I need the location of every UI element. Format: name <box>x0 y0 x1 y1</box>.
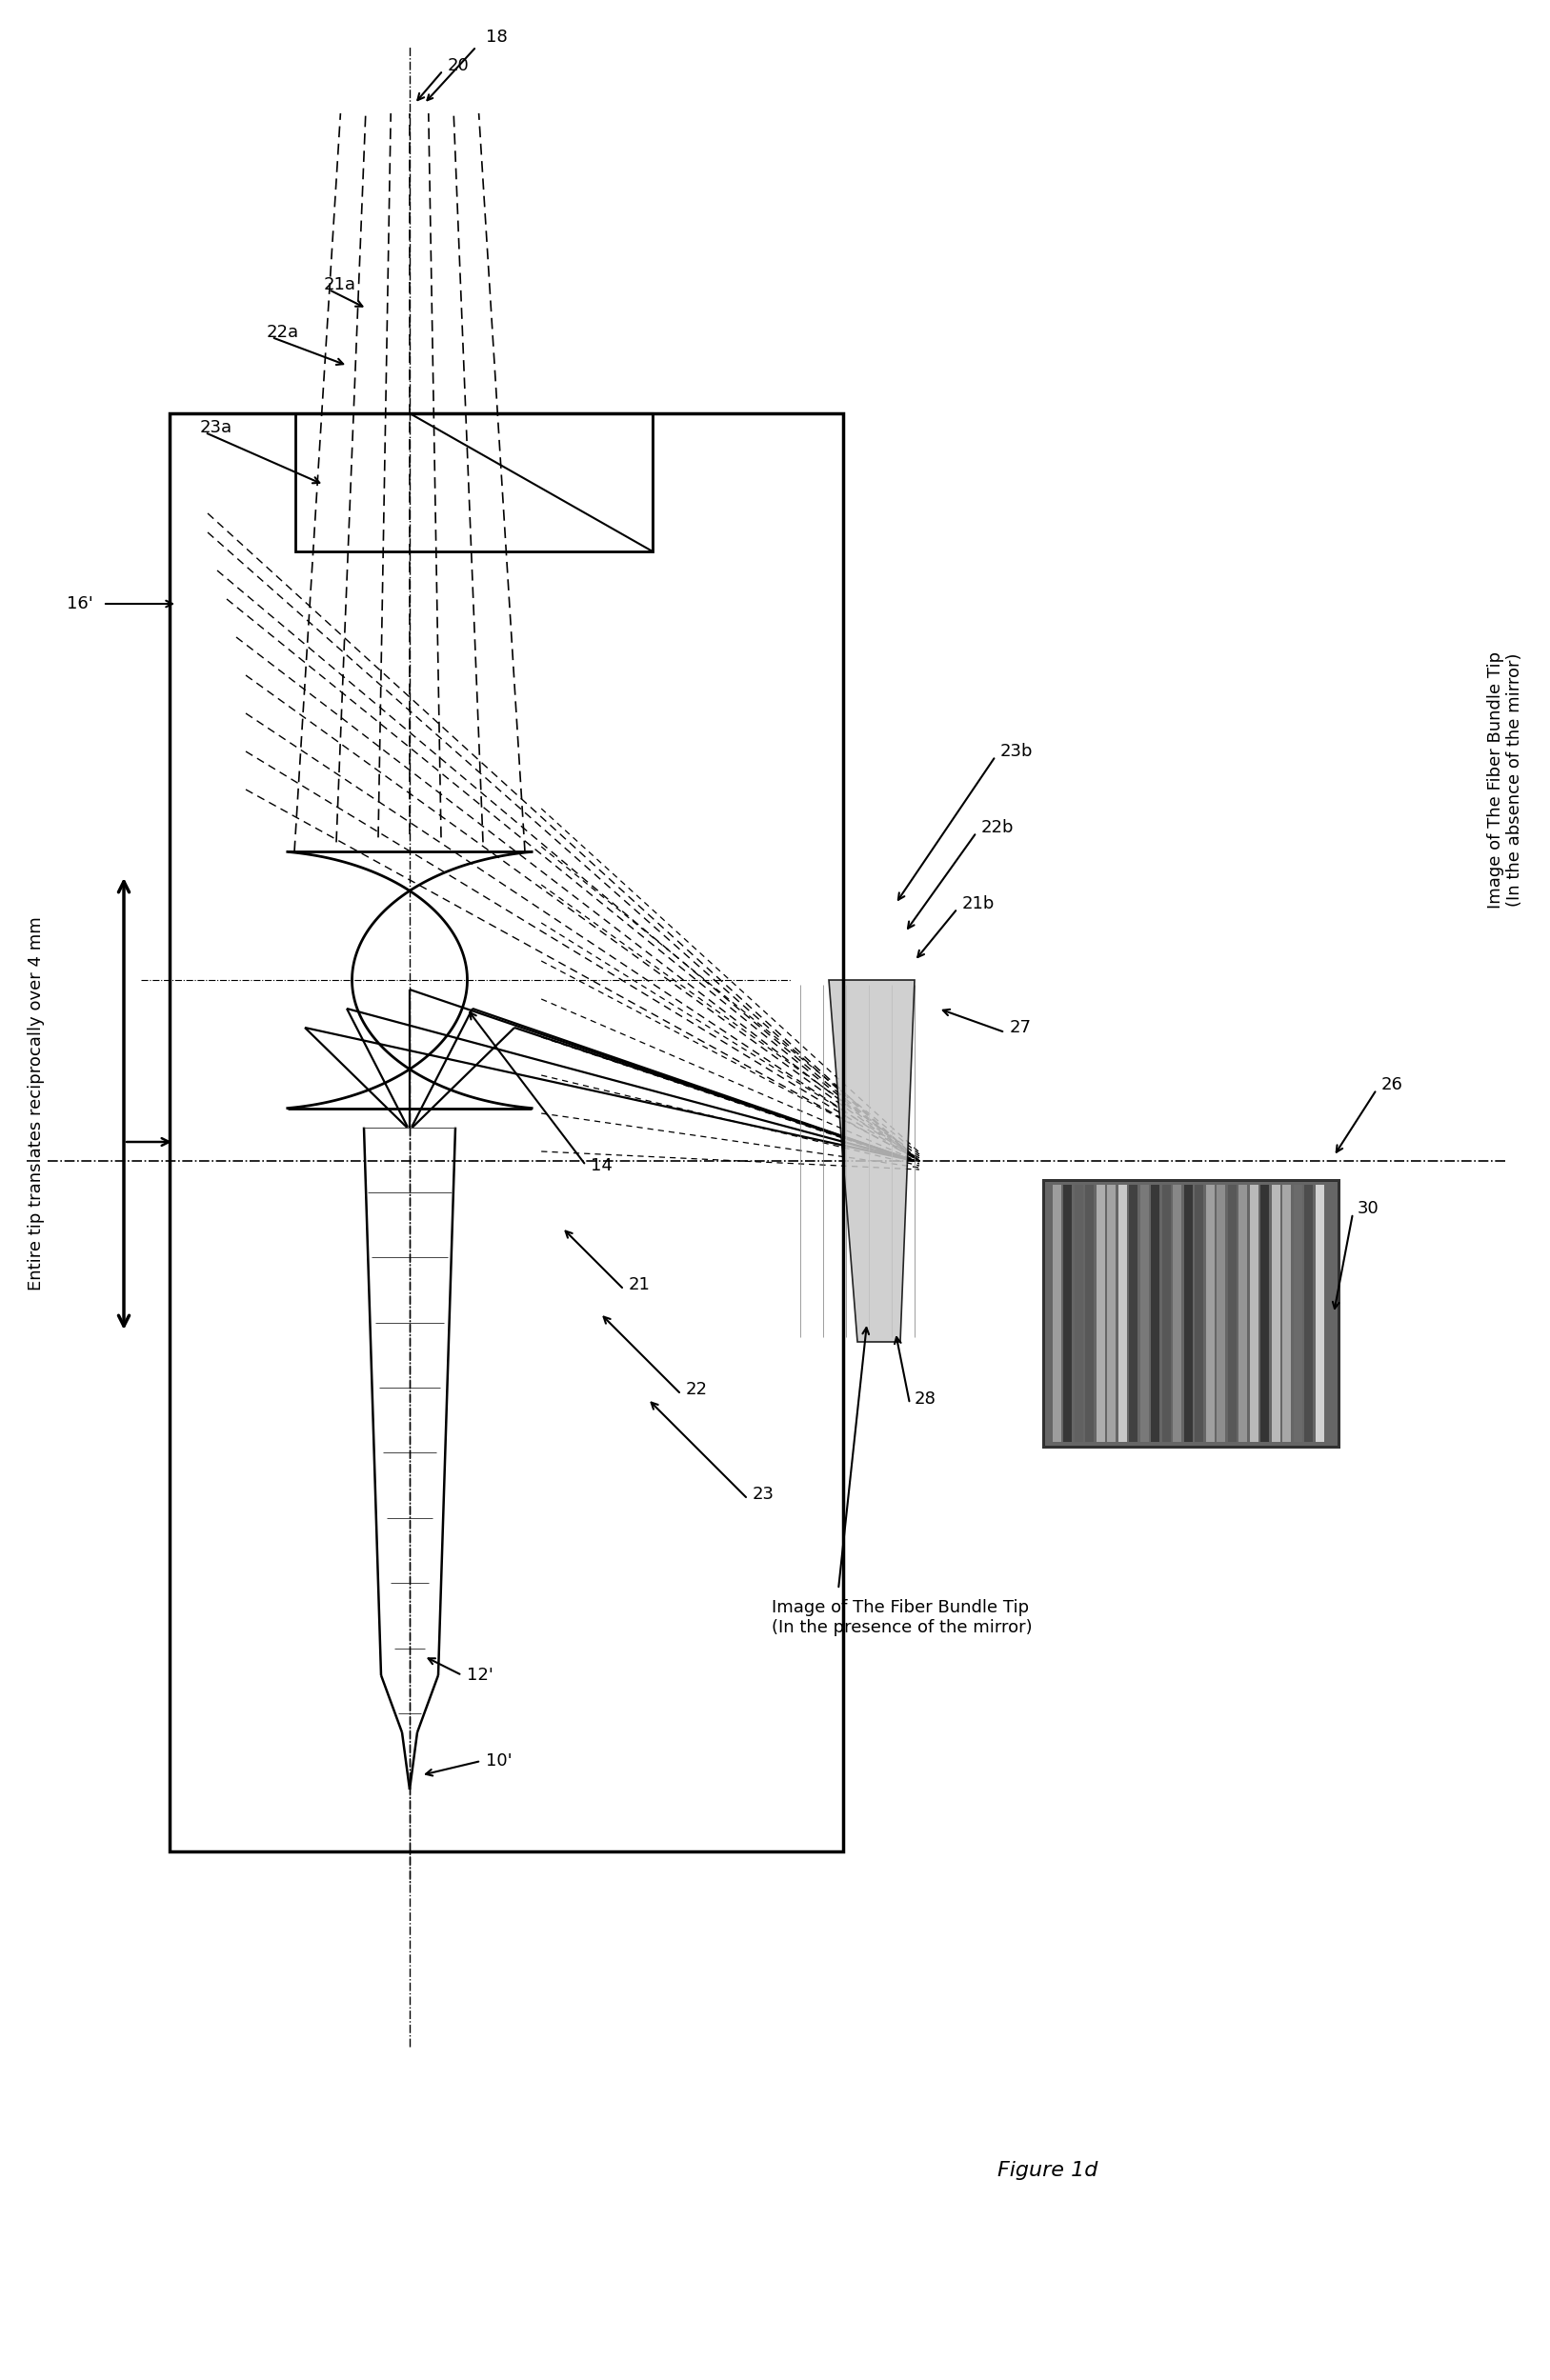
Text: 18: 18 <box>485 29 507 45</box>
Bar <box>1052 1185 1062 1442</box>
Bar <box>1096 1185 1105 1442</box>
Polygon shape <box>829 981 914 1342</box>
Bar <box>1141 1185 1149 1442</box>
Bar <box>1184 1185 1194 1442</box>
Text: 12': 12' <box>467 1666 493 1683</box>
Text: 28: 28 <box>914 1390 936 1407</box>
Bar <box>1085 1185 1094 1442</box>
Text: 23: 23 <box>753 1485 775 1502</box>
Text: 23a: 23a <box>200 419 233 436</box>
Bar <box>1063 1185 1073 1442</box>
Bar <box>1130 1185 1138 1442</box>
Bar <box>1305 1185 1313 1442</box>
Text: Image of The Fiber Bundle Tip
(In the absence of the mirror): Image of The Fiber Bundle Tip (In the ab… <box>1486 652 1524 909</box>
Text: 21a: 21a <box>324 276 357 293</box>
Bar <box>1108 1185 1116 1442</box>
Text: 16': 16' <box>67 595 93 612</box>
Text: 30: 30 <box>1358 1200 1380 1216</box>
Text: 22a: 22a <box>267 324 299 340</box>
Bar <box>1283 1185 1291 1442</box>
Bar <box>1173 1185 1181 1442</box>
Text: 21b: 21b <box>963 895 995 912</box>
Bar <box>1316 1185 1324 1442</box>
Text: Entire tip translates reciprocally over 4 mm: Entire tip translates reciprocally over … <box>28 916 45 1290</box>
Bar <box>1228 1185 1237 1442</box>
Bar <box>296 414 653 552</box>
Bar <box>1162 1185 1170 1442</box>
Bar <box>1043 1180 1339 1447</box>
Text: Image of The Fiber Bundle Tip
(In the presence of the mirror): Image of The Fiber Bundle Tip (In the pr… <box>772 1599 1032 1635</box>
Bar <box>1217 1185 1226 1442</box>
Bar <box>1206 1185 1215 1442</box>
Bar <box>1273 1185 1280 1442</box>
Text: 26: 26 <box>1381 1076 1403 1092</box>
Text: 23b: 23b <box>1000 743 1034 759</box>
Bar <box>1119 1185 1127 1442</box>
Text: 22: 22 <box>687 1380 708 1397</box>
Bar <box>1249 1185 1259 1442</box>
Text: Figure 1d: Figure 1d <box>998 2161 1097 2180</box>
Bar <box>1238 1185 1248 1442</box>
Bar <box>1074 1185 1083 1442</box>
Text: 27: 27 <box>1011 1019 1032 1035</box>
Bar <box>1195 1185 1204 1442</box>
Bar <box>1043 1180 1339 1447</box>
Bar <box>1152 1185 1159 1442</box>
Text: 20: 20 <box>448 57 470 74</box>
Text: 14: 14 <box>591 1157 612 1173</box>
Bar <box>1260 1185 1269 1442</box>
Text: 21: 21 <box>629 1276 651 1292</box>
Bar <box>169 414 843 1852</box>
Text: 22b: 22b <box>981 819 1014 835</box>
Bar <box>1294 1185 1302 1442</box>
Text: 10': 10' <box>485 1752 512 1768</box>
